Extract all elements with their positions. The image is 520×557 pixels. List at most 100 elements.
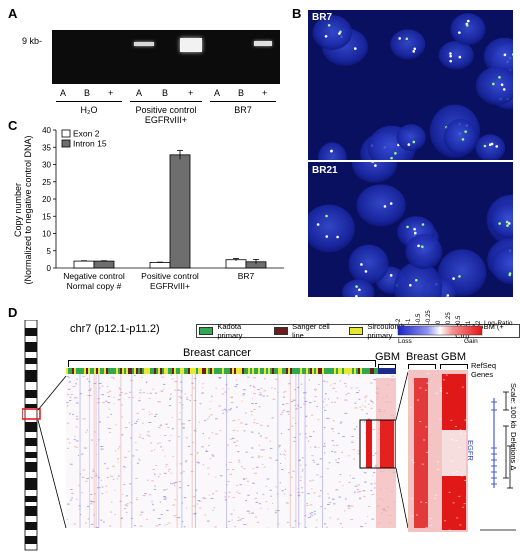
heatmap-cell <box>192 496 196 498</box>
heatmap-cell <box>329 418 331 420</box>
heatmap-cell <box>244 412 247 414</box>
heatmap-cell <box>282 453 285 455</box>
heatmap-cell <box>310 446 312 448</box>
sample-annotation <box>382 368 384 374</box>
heatmap-cell <box>66 376 69 378</box>
heatmap-cell <box>323 443 326 445</box>
fish-signal <box>405 37 409 41</box>
heatmap-cell <box>174 381 178 383</box>
heatmap-cell <box>81 492 83 494</box>
heatmap-cell <box>348 374 350 376</box>
zoom-cell <box>437 461 440 463</box>
heatmap-cell <box>267 508 269 510</box>
zoom-cell <box>423 439 426 441</box>
heatmap-cell <box>158 427 161 429</box>
heatmap-cell <box>228 409 232 411</box>
sample-annotation <box>130 368 132 374</box>
heatmap-cell <box>106 416 109 418</box>
sample-annotation <box>338 368 340 374</box>
heatmap-cell <box>110 376 114 378</box>
heatmap-cell <box>331 498 335 500</box>
heatmap-cell <box>313 400 316 402</box>
heatmap-cell <box>234 526 237 528</box>
heatmap-cell <box>336 397 339 399</box>
heatmap-cell <box>183 427 185 429</box>
sample-annotation <box>296 368 298 374</box>
heatmap-cell <box>262 463 264 465</box>
heatmap-cell <box>350 518 353 520</box>
sample-annotation <box>326 368 328 374</box>
heatmap-cell <box>359 406 362 408</box>
sample-annotation <box>202 368 204 374</box>
heatmap-cell <box>312 479 314 481</box>
fish-signal <box>413 231 417 235</box>
zoom-cell <box>426 382 429 384</box>
heatmap-cell <box>253 418 256 420</box>
heatmap-cell <box>368 403 370 405</box>
egfr-gene-label: EGFR <box>466 440 475 461</box>
zoom-cell <box>458 447 461 449</box>
heatmap-cell <box>363 496 366 498</box>
sample-annotation <box>146 368 148 374</box>
sample-annotation <box>270 368 272 374</box>
heatmap-cell <box>170 472 172 474</box>
heatmap-cell <box>326 468 329 470</box>
heatmap-cell <box>270 495 272 497</box>
sample-annotation <box>104 368 106 374</box>
heatmap-cell <box>135 420 138 422</box>
zoom-cell <box>448 529 451 531</box>
heatmap-column <box>79 374 81 528</box>
heatmap-column <box>304 374 306 528</box>
heatmap-cell <box>67 388 71 390</box>
heatmap-cell <box>75 415 79 417</box>
legend-label-sircoulomb: Sircoulomb primary <box>367 322 405 340</box>
heatmap-cell <box>110 413 113 415</box>
zoom-cell <box>452 472 455 474</box>
heatmap-cell <box>71 492 74 494</box>
heatmap-cell <box>254 472 257 474</box>
heatmap-cell <box>336 518 340 520</box>
heatmap-cell <box>237 516 240 518</box>
heatmap-cell <box>179 487 182 489</box>
heatmap-cell <box>148 411 151 413</box>
heatmap-cell <box>144 493 147 495</box>
heatmap-cell <box>157 518 161 520</box>
heatmap-cell <box>279 453 282 455</box>
heatmap-cell <box>269 489 272 491</box>
sample-annotation <box>138 368 140 374</box>
heatmap-cell <box>304 526 307 528</box>
heatmap-cell <box>169 482 172 484</box>
legend-swatch <box>61 129 71 138</box>
heatmap-cell <box>165 423 168 425</box>
heatmap-cell <box>135 449 138 451</box>
sample-annotation <box>220 368 222 374</box>
heatmap-cell <box>250 431 254 433</box>
heatmap-cell <box>313 510 316 512</box>
heatmap-cell <box>342 436 345 438</box>
heatmap-cell <box>230 408 232 410</box>
heatmap-cell <box>229 473 233 475</box>
heatmap-cell <box>106 491 108 493</box>
nucleus <box>352 162 398 183</box>
heatmap-cell <box>344 498 347 500</box>
zoom-connector-lines <box>37 375 67 529</box>
legend-swatch-sircoulomb <box>349 327 364 335</box>
zoom-cell <box>439 418 442 420</box>
heatmap-cell <box>107 396 110 398</box>
fish-signal <box>325 235 329 238</box>
heatmap-cell <box>215 490 218 492</box>
sample-annotation <box>308 368 310 374</box>
zoom-breast-amplification <box>414 378 428 528</box>
heatmap-cell <box>341 452 343 454</box>
heatmap-cell <box>243 478 245 480</box>
sample-annotation <box>272 368 274 374</box>
heatmap-cell <box>148 398 151 400</box>
heatmap-cell <box>320 506 322 508</box>
heatmap-cell <box>300 383 303 385</box>
heatmap-cell <box>207 467 210 469</box>
zoom-cell <box>464 480 467 482</box>
heatmap-cell <box>183 526 186 528</box>
heatmap-cell <box>239 519 242 521</box>
heatmap-cell <box>247 376 250 378</box>
heatmap-cell <box>74 435 76 437</box>
